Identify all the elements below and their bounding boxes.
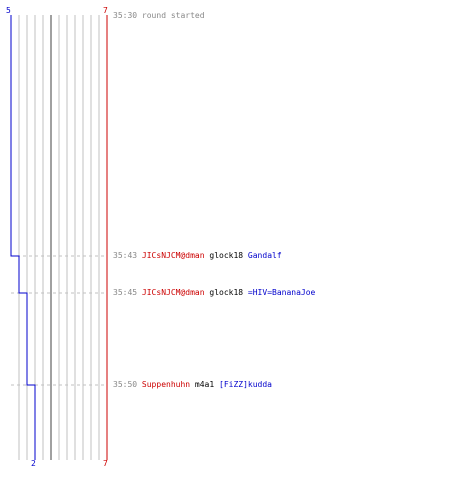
weapon-name: glock18 — [209, 288, 244, 297]
event-kill-3: 35:50 Suppenhuhn m4a1 [FiZZ]kudda — [113, 380, 272, 390]
event-round-start: 35:30 round started — [113, 11, 205, 21]
victim-name: =HIV=BananaJoe — [247, 288, 316, 297]
event-time: 35:30 — [113, 11, 138, 20]
event-kill-1: 35:43 JICsNJCM@dman glock18 Gandalf — [113, 251, 282, 261]
weapon-name: m4a1 — [194, 380, 215, 389]
victim-name: Gandalf — [247, 251, 282, 260]
event-time: 35:50 — [113, 380, 138, 389]
red-start-count: 7 — [103, 6, 108, 15]
event-time: 35:45 — [113, 288, 138, 297]
blue-start-count: 5 — [6, 6, 11, 15]
event-guide-lines — [11, 255, 107, 386]
killer-name: Suppenhuhn — [141, 380, 191, 389]
event-note: round started — [141, 11, 205, 20]
red-end-count: 7 — [103, 459, 108, 468]
blue-team-count-line — [10, 15, 36, 460]
event-kill-2: 35:45 JICsNJCM@dman glock18 =HIV=BananaJ… — [113, 288, 315, 298]
killer-name: JICsNJCM@dman — [141, 288, 205, 297]
victim-name: [FiZZ]kudda — [219, 380, 272, 389]
killer-name: JICsNJCM@dman — [141, 251, 205, 260]
timeline-grid — [18, 15, 100, 460]
event-time: 35:43 — [113, 251, 138, 260]
weapon-name: glock18 — [209, 251, 244, 260]
blue-end-count: 2 — [31, 459, 36, 468]
